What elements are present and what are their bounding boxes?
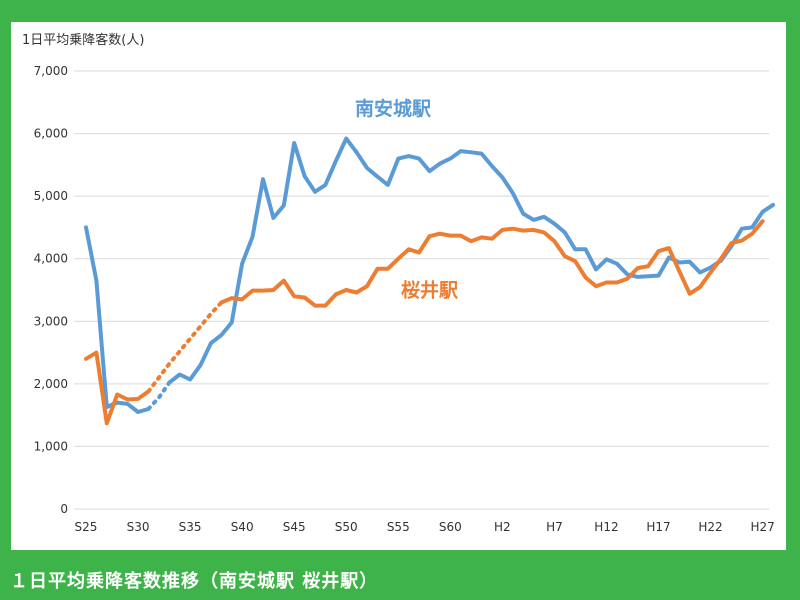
y-tick-label: 5,000 (34, 189, 68, 203)
x-tick-label: S35 (179, 520, 202, 534)
y-tick-label: 1,000 (34, 439, 68, 453)
x-tick-label: S60 (439, 520, 462, 534)
y-tick-label: 3,000 (34, 314, 68, 328)
series-line-dotted (146, 380, 172, 411)
chart-panel: 0 1,000 2,000 3,000 4,000 5,000 6,000 7,000 S25… (11, 22, 786, 550)
x-tick-label: S45 (283, 520, 306, 534)
x-tick-label: S25 (75, 520, 98, 534)
x-tick-labels: S25 S30 S35 S40 S45 S50 S55 S60 H2 H7 H12 H17 H22 H27 (75, 520, 775, 534)
series-label-minami-anjo: 南安城駅 (355, 97, 432, 120)
x-tick-label: S30 (127, 520, 150, 534)
x-tick-label: H22 (698, 520, 722, 534)
y-tick-labels: 0 1,000 2,000 3,000 4,000 5,000 6,000 7,000 (34, 64, 68, 516)
series-line (84, 225, 151, 414)
y-tick-label: 0 (60, 502, 68, 516)
grid-lines (74, 70, 769, 510)
series-line-dotted (146, 300, 224, 394)
series-lines (84, 136, 775, 426)
series-line (219, 219, 765, 308)
y-tick-label: 7,000 (34, 64, 68, 78)
series-1 (84, 219, 765, 426)
x-tick-label: H2 (494, 520, 511, 534)
series-label-sakurai: 桜井駅 (401, 278, 459, 301)
series-0 (84, 136, 775, 414)
y-tick-label: 4,000 (34, 252, 68, 266)
x-tick-label: S55 (387, 520, 410, 534)
x-tick-label: H7 (546, 520, 563, 534)
y-tick-label: 2,000 (34, 377, 68, 391)
x-tick-label: H17 (646, 520, 670, 534)
line-chart: 0 1,000 2,000 3,000 4,000 5,000 6,000 7,000 S25… (22, 32, 775, 534)
x-tick-label: S50 (335, 520, 358, 534)
series-line (167, 136, 775, 385)
y-axis-unit-label: 1日平均乗降客数(人) (22, 32, 144, 48)
series-line (84, 350, 151, 426)
chart-caption: １日平均乗降客数推移（南安城駅 桜井駅） (10, 571, 379, 592)
y-tick-label: 6,000 (34, 127, 68, 141)
x-tick-label: H12 (594, 520, 618, 534)
x-tick-label: S40 (231, 520, 254, 534)
x-tick-label: H27 (750, 520, 774, 534)
